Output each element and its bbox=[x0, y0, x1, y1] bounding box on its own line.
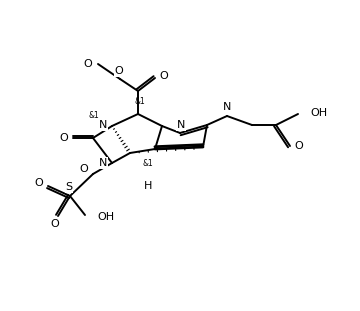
Text: O: O bbox=[35, 178, 43, 188]
Text: &1: &1 bbox=[135, 98, 145, 106]
Text: H: H bbox=[144, 181, 152, 191]
Text: O: O bbox=[294, 141, 303, 151]
Text: N: N bbox=[177, 120, 185, 130]
Text: OH: OH bbox=[97, 212, 114, 222]
Text: S: S bbox=[66, 182, 73, 192]
Text: O: O bbox=[159, 71, 168, 81]
Text: O: O bbox=[60, 133, 68, 143]
Text: O: O bbox=[51, 219, 59, 229]
Text: &1: &1 bbox=[89, 110, 99, 119]
Text: O: O bbox=[80, 164, 88, 174]
Text: N: N bbox=[223, 102, 231, 112]
Text: O: O bbox=[84, 59, 93, 69]
Text: OH: OH bbox=[310, 108, 327, 118]
Text: O: O bbox=[114, 66, 123, 76]
Text: N: N bbox=[99, 120, 107, 130]
Text: N: N bbox=[99, 158, 107, 168]
Text: &1: &1 bbox=[143, 159, 153, 168]
